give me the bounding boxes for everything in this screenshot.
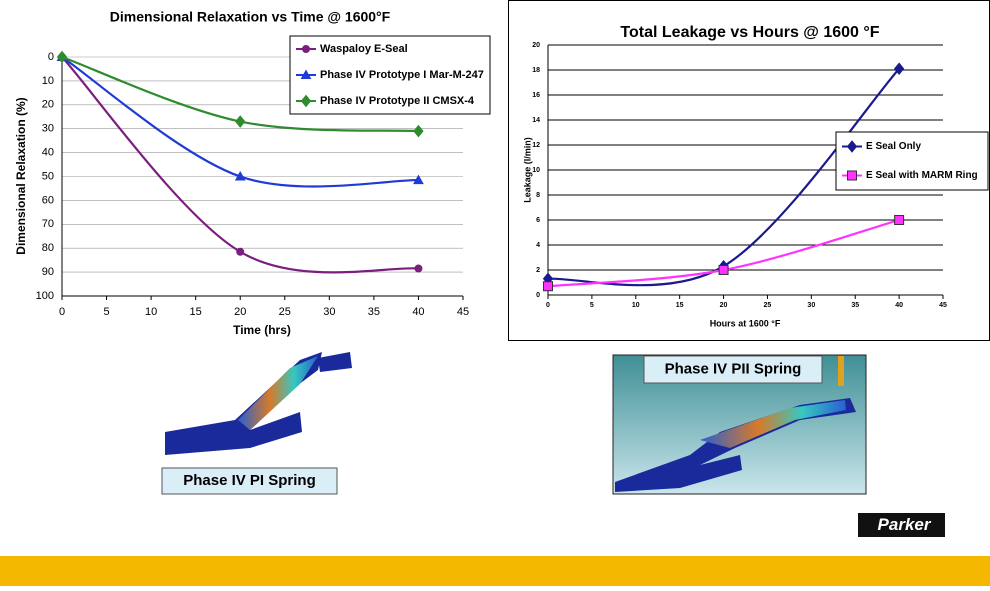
x-tick-label: 15 <box>190 306 202 318</box>
x-tick-label: 30 <box>323 306 335 318</box>
y-tick-label: 60 <box>42 194 54 206</box>
y-tick-label: 18 <box>532 67 540 74</box>
y-tick-label: 10 <box>42 75 54 87</box>
y-tick-label: 0 <box>48 51 54 63</box>
y-axis-title: Leakage (l/min) <box>522 137 532 203</box>
y-tick-label: 0 <box>536 292 540 299</box>
marker <box>415 265 422 272</box>
y-tick-label: 4 <box>536 242 540 249</box>
y-tick-label: 14 <box>532 117 540 124</box>
y-tick-label: 50 <box>42 170 54 182</box>
caption: Phase IV PII Spring <box>665 360 802 377</box>
x-tick-label: 25 <box>764 302 772 309</box>
x-tick-label: 45 <box>457 306 469 318</box>
x-tick-label: 15 <box>676 302 684 309</box>
y-tick-label: 100 <box>36 290 54 302</box>
legend-marker <box>303 46 310 53</box>
legend-label: Waspaloy E-Seal <box>320 43 408 55</box>
y-tick-label: 10 <box>532 167 540 174</box>
marker <box>237 248 244 255</box>
x-tick-label: 35 <box>368 306 380 318</box>
marker <box>544 282 553 291</box>
footer-band <box>0 556 990 586</box>
caption: Phase IV PI Spring <box>183 472 316 489</box>
legend-label: Phase IV Prototype II CMSX-4 <box>320 95 475 107</box>
x-tick-label: 5 <box>590 302 594 309</box>
legend-label: E Seal with MARM Ring <box>866 170 978 181</box>
x-tick-label: 40 <box>895 302 903 309</box>
x-tick-label: 25 <box>279 306 291 318</box>
x-tick-label: 45 <box>939 302 947 309</box>
x-axis-title: Time (hrs) <box>233 323 291 337</box>
legend-label: E Seal Only <box>866 141 921 152</box>
x-tick-label: 30 <box>807 302 815 309</box>
y-tick-label: 30 <box>42 123 54 135</box>
chart-title: Dimensional Relaxation vs Time @ 1600°F <box>110 9 391 25</box>
logo: Parker <box>878 515 932 534</box>
y-tick-label: 40 <box>42 147 54 159</box>
y-tick-label: 8 <box>536 192 540 199</box>
x-tick-label: 40 <box>412 306 424 318</box>
y-tick-label: 12 <box>532 142 540 149</box>
x-tick-label: 20 <box>720 302 728 309</box>
y-tick-label: 90 <box>42 266 54 278</box>
y-axis-title: Dimensional Relaxation (%) <box>14 97 28 254</box>
x-tick-label: 35 <box>851 302 859 309</box>
legend-label: Phase IV Prototype I Mar-M-247 <box>320 69 484 81</box>
marker <box>719 266 728 275</box>
y-tick-label: 2 <box>536 267 540 274</box>
y-tick-label: 16 <box>532 92 540 99</box>
chart-title: Total Leakage vs Hours @ 1600 °F <box>620 24 879 41</box>
marker <box>895 216 904 225</box>
x-tick-label: 10 <box>145 306 157 318</box>
y-tick-label: 70 <box>42 218 54 230</box>
x-tick-label: 0 <box>59 306 65 318</box>
x-axis-title: Hours at 1600 °F <box>710 318 781 328</box>
y-tick-label: 6 <box>536 217 540 224</box>
y-tick-label: 20 <box>42 99 54 111</box>
x-tick-label: 20 <box>234 306 246 318</box>
legend-marker <box>848 171 857 180</box>
y-tick-label: 80 <box>42 242 54 254</box>
y-tick-label: 20 <box>532 42 540 49</box>
x-tick-label: 10 <box>632 302 640 309</box>
x-tick-label: 0 <box>546 302 550 309</box>
x-tick-label: 5 <box>103 306 109 318</box>
slide: Phase IV PI Spring Phase IV PII Spring P… <box>0 0 990 586</box>
